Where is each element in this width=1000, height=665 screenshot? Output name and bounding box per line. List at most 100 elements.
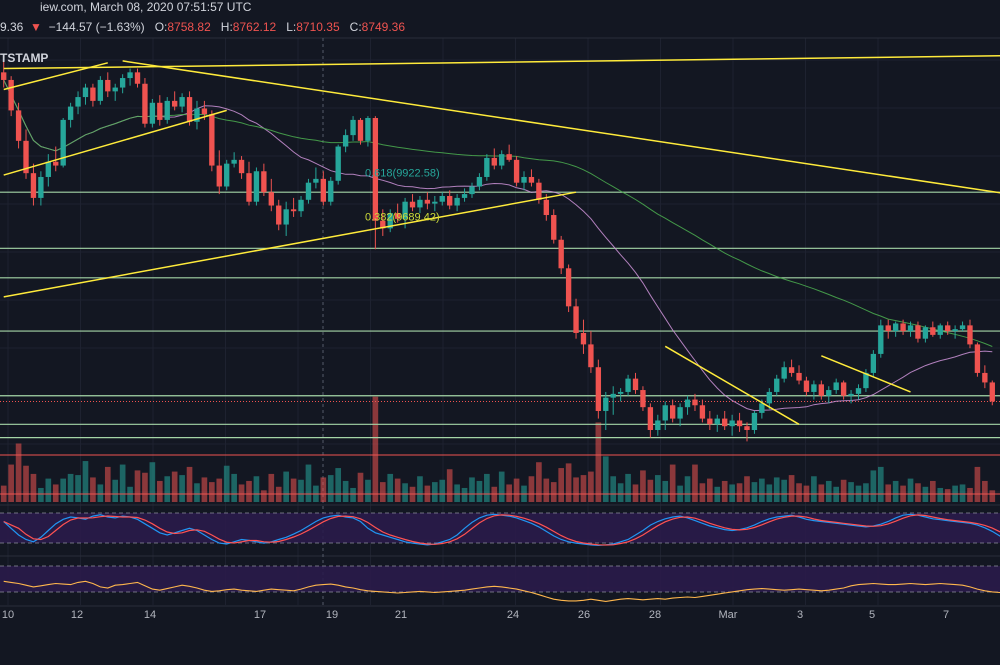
header-ohlc-line: 9.36 ▼ −144.57 (−1.63%) O:8758.82 H:8762… — [0, 20, 405, 34]
candle-body — [23, 140, 29, 174]
candle-body — [253, 171, 260, 202]
candle-body — [870, 353, 877, 373]
candle-body — [722, 418, 728, 427]
volume-bar — [796, 483, 802, 502]
volume-bar — [863, 483, 869, 502]
volume-bar — [877, 466, 884, 502]
volume-bar — [885, 484, 892, 502]
candle-body — [67, 106, 74, 120]
ohlc-high-key: H: — [220, 20, 233, 34]
volume-bar — [602, 456, 609, 502]
volume-bar — [469, 477, 475, 502]
candle-body — [424, 199, 431, 204]
volume-bar — [365, 479, 371, 502]
volume-bar — [692, 464, 698, 502]
volume-bar — [840, 479, 847, 502]
candle-body — [283, 209, 289, 225]
volume-bar — [201, 477, 208, 502]
candle-body — [1, 72, 7, 80]
volume-bar — [15, 443, 22, 502]
candle-body — [305, 182, 312, 200]
candle-body — [432, 201, 438, 204]
volume-bar — [60, 478, 67, 502]
volume-bar — [30, 473, 37, 502]
volume-bar — [75, 475, 81, 502]
volume-bar — [781, 479, 787, 502]
candle-body — [380, 220, 386, 229]
candle-body — [238, 159, 245, 174]
candle-body — [736, 420, 743, 427]
volume-bar — [558, 468, 565, 502]
volume-bar — [907, 478, 914, 502]
volume-bar — [848, 482, 854, 502]
candle-body — [729, 420, 735, 427]
volume-bar — [662, 480, 669, 502]
header-change: −144.57 (−1.63%) — [48, 20, 145, 34]
volume-bar — [513, 478, 520, 502]
candle-body — [900, 323, 906, 332]
volume-bar — [766, 484, 773, 502]
volume-bar — [736, 483, 743, 502]
volume-bar — [23, 465, 29, 502]
volume-bar — [484, 473, 490, 502]
volume-bar — [536, 462, 542, 502]
x-tick-label: 5 — [869, 609, 875, 621]
candle-body — [105, 79, 111, 92]
candle-body — [447, 196, 453, 206]
candle-body — [974, 344, 981, 373]
volume-bar — [788, 475, 795, 502]
volume-bar — [617, 483, 624, 502]
volume-bar — [223, 465, 230, 502]
candle-body — [75, 97, 81, 107]
candle-body — [565, 268, 572, 307]
candle-body — [982, 372, 988, 383]
candle-body — [313, 178, 319, 183]
volume-bar — [104, 466, 111, 502]
volume-bar — [156, 480, 163, 502]
candle-body — [818, 384, 825, 396]
candle-body — [967, 325, 973, 345]
down-arrow-icon: ▼ — [26, 20, 46, 34]
candle-body — [461, 194, 468, 198]
candle-body — [491, 157, 497, 166]
volume-bar — [431, 482, 438, 502]
volume-bar — [506, 484, 512, 502]
x-tick-label: 24 — [507, 609, 519, 621]
volume-bar — [112, 479, 119, 502]
candle-body — [261, 171, 267, 193]
candle-body — [45, 161, 51, 177]
volume-bar — [580, 475, 587, 502]
volume-bar — [699, 483, 706, 502]
x-tick-label: 17 — [254, 609, 266, 621]
volume-bar — [707, 478, 713, 502]
volume-bar — [439, 479, 446, 502]
volume-bar — [892, 480, 899, 502]
volume-bar — [959, 484, 966, 502]
candle-body — [945, 325, 951, 332]
candle-body — [796, 372, 802, 381]
fib-label: 0.618(9922.58) — [365, 167, 440, 179]
volume-bar — [982, 480, 988, 502]
volume-bar — [82, 461, 89, 502]
candle-body — [127, 72, 133, 79]
x-tick-label: 28 — [649, 609, 661, 621]
volume-bar — [944, 489, 951, 502]
trendline — [122, 60, 1000, 194]
volume-bar — [372, 396, 379, 502]
candle-body — [885, 325, 891, 332]
candle-body — [543, 199, 549, 216]
x-tick-label: 26 — [578, 609, 590, 621]
x-tick-label: 19 — [326, 609, 338, 621]
volume-bar — [773, 477, 780, 502]
candle-body — [97, 79, 104, 101]
ohlc-open-value: 8758.82 — [167, 20, 211, 34]
candle-body — [677, 407, 683, 419]
candle-body — [855, 388, 862, 394]
candle-body — [209, 114, 215, 166]
x-tick-label: 3 — [797, 609, 803, 621]
x-tick-label: 7 — [943, 609, 949, 621]
candle-body — [588, 344, 594, 368]
candle-body — [788, 367, 795, 373]
